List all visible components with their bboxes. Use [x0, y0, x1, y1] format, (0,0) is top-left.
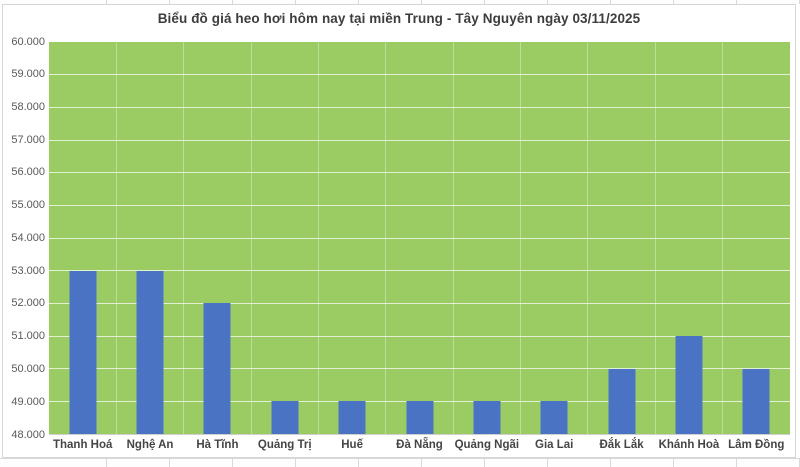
horizontal-gridline: [49, 237, 790, 239]
y-axis-tick-label: 60.000: [11, 35, 45, 48]
bar: [675, 336, 703, 434]
horizontal-gridline: [49, 139, 790, 141]
horizontal-gridline: [49, 204, 790, 206]
y-axis-tick-label: 48.000: [11, 428, 45, 441]
vertical-gridline: [654, 42, 656, 434]
x-axis-category-label: Lâm Đồng: [728, 439, 785, 451]
x-axis-category-label: Quảng Ngãi: [454, 439, 520, 451]
y-axis: 60.000 59.000 58.000 57.000 56.000 55.000 54.0…: [3, 36, 45, 441]
horizontal-gridline: [49, 335, 790, 337]
horizontal-gridline: [49, 74, 790, 76]
x-axis-category-label: Huế: [341, 439, 363, 451]
x-axis-category-label: Quảng Trị: [257, 439, 312, 451]
vertical-gridline: [317, 42, 319, 434]
bar: [338, 401, 366, 434]
vertical-gridline: [183, 42, 185, 434]
vertical-gridline: [520, 42, 522, 434]
bar: [742, 368, 770, 434]
bar: [203, 303, 231, 434]
horizontal-gridline: [49, 368, 790, 370]
horizontal-gridline: [49, 172, 790, 174]
y-axis-tick-label: 53.000: [11, 264, 45, 277]
vertical-gridline: [385, 42, 387, 434]
y-axis-tick-label: 54.000: [11, 232, 45, 244]
x-axis-category-label: Thanh Hoá: [52, 439, 113, 451]
bar: [69, 270, 97, 434]
bar: [540, 401, 568, 434]
bar: [473, 401, 501, 434]
chart-panel: Biểu đồ giá heo hơi hôm nay tại miền Tru…: [2, 4, 796, 458]
vertical-gridline: [587, 42, 589, 434]
vertical-gridline: [115, 42, 117, 434]
bar: [136, 270, 164, 434]
bar: [271, 401, 299, 434]
y-axis-tick-label: 52.000: [11, 297, 45, 310]
spreadsheet-cells-top-edge: [0, 0, 800, 4]
plot-area: [49, 42, 790, 435]
horizontal-gridline: [49, 400, 790, 402]
x-axis-category-label: Hà Tĩnh: [196, 439, 239, 451]
bar: [406, 401, 433, 434]
x-axis-category-label: Nghệ An: [126, 439, 174, 451]
x-axis: Thanh Hoá Nghệ An Hà Tĩnh Quảng Trị Huế Đà Nẵ…: [49, 439, 790, 455]
x-axis-category-label: Khánh Hoà: [658, 439, 720, 451]
y-axis-tick-label: 55.000: [11, 199, 45, 212]
y-axis-tick-label: 49.000: [11, 395, 45, 408]
bar: [608, 368, 636, 434]
horizontal-gridline: [49, 302, 790, 304]
vertical-gridline: [250, 42, 252, 434]
vertical-gridline: [722, 42, 724, 434]
chart-title: Biểu đồ giá heo hơi hôm nay tại miền Tru…: [157, 11, 641, 26]
horizontal-gridline: [49, 106, 790, 108]
x-axis-category-label: Đắk Lắk: [599, 439, 644, 451]
y-axis-tick-label: 57.000: [11, 133, 45, 146]
y-axis-tick-label: 50.000: [11, 363, 45, 375]
y-axis-tick-label: 59.000: [11, 68, 45, 81]
vertical-gridline: [452, 42, 454, 434]
x-axis-category-label: Đà Nẵng: [396, 439, 443, 451]
y-axis-tick-label: 58.000: [11, 100, 45, 113]
y-axis-tick-label: 56.000: [11, 166, 45, 179]
x-axis-category-label: Gia Lai: [535, 439, 574, 451]
y-axis-tick-label: 51.000: [11, 330, 45, 343]
horizontal-gridline: [49, 270, 790, 272]
spreadsheet-cells-bottom-edge: [0, 458, 800, 467]
